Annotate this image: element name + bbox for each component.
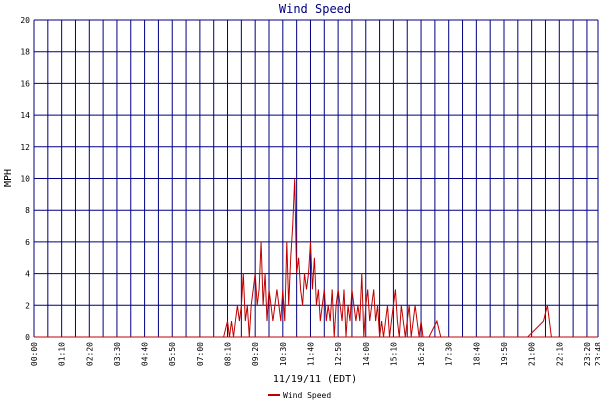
y-tick-label: 20: [20, 16, 30, 25]
y-tick-label: 0: [25, 333, 30, 342]
x-axis-label: 11/19/11 (EDT): [273, 374, 357, 385]
x-tick-label: 04:40: [141, 342, 150, 366]
y-tick-label: 12: [20, 143, 30, 152]
y-tick-label: 14: [20, 111, 30, 120]
series-layer: [34, 178, 598, 338]
x-tick-label: 18:40: [472, 342, 481, 366]
grid-lines: [33, 19, 599, 338]
x-tick-label: 23:48: [594, 342, 600, 366]
chart-title: Wind Speed: [279, 2, 351, 16]
x-tick-label: 02:20: [85, 342, 94, 366]
y-tick-label: 4: [25, 270, 30, 279]
x-tick-label: 15:10: [389, 342, 398, 366]
x-tick-label: 11:40: [306, 342, 315, 366]
x-tick-label: 12:50: [334, 342, 343, 366]
y-axis-label: MPH: [3, 169, 14, 187]
x-tick-label: 07:00: [196, 342, 205, 366]
x-tick-label: 00:00: [30, 342, 39, 366]
x-tick-label: 09:20: [251, 342, 260, 366]
y-tick-label: 2: [25, 301, 30, 310]
x-tick-label: 19:50: [500, 342, 509, 366]
x-tick-label: 14:00: [362, 342, 371, 366]
x-tick-labels: 00:00 01:10 02:20 03:30 04:40 05:50 07:00 08:10…: [30, 342, 600, 366]
x-tick-label: 22:10: [555, 342, 564, 366]
wind-speed-series-line: [34, 178, 598, 338]
x-tick-label: 16:20: [417, 342, 426, 366]
legend-label: Wind Speed: [283, 391, 331, 400]
x-tick-label: 03:30: [113, 342, 122, 366]
y-tick-labels: 0 2 4 6 8 10 12 14 16 18 20: [20, 16, 30, 342]
x-tick-label: 01:10: [58, 342, 67, 366]
x-tick-label: 17:30: [445, 342, 454, 366]
x-tick-label: 08:10: [224, 342, 233, 366]
y-tick-label: 8: [25, 206, 30, 215]
y-tick-label: 6: [25, 238, 30, 247]
x-tick-label: 23:20: [583, 342, 592, 366]
legend: Wind Speed: [268, 391, 331, 400]
y-tick-label: 16: [20, 79, 30, 88]
x-tick-label: 05:50: [168, 342, 177, 366]
x-tick-label: 10:30: [279, 342, 288, 366]
y-tick-label: 10: [20, 175, 30, 184]
y-tick-label: 18: [20, 48, 30, 57]
x-tick-label: 21:00: [528, 342, 537, 366]
